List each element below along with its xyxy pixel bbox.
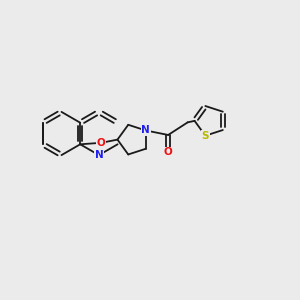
Text: S: S xyxy=(202,131,209,141)
Text: O: O xyxy=(164,147,172,158)
Text: N: N xyxy=(94,150,103,160)
Text: N: N xyxy=(141,125,150,136)
Text: O: O xyxy=(97,138,106,148)
